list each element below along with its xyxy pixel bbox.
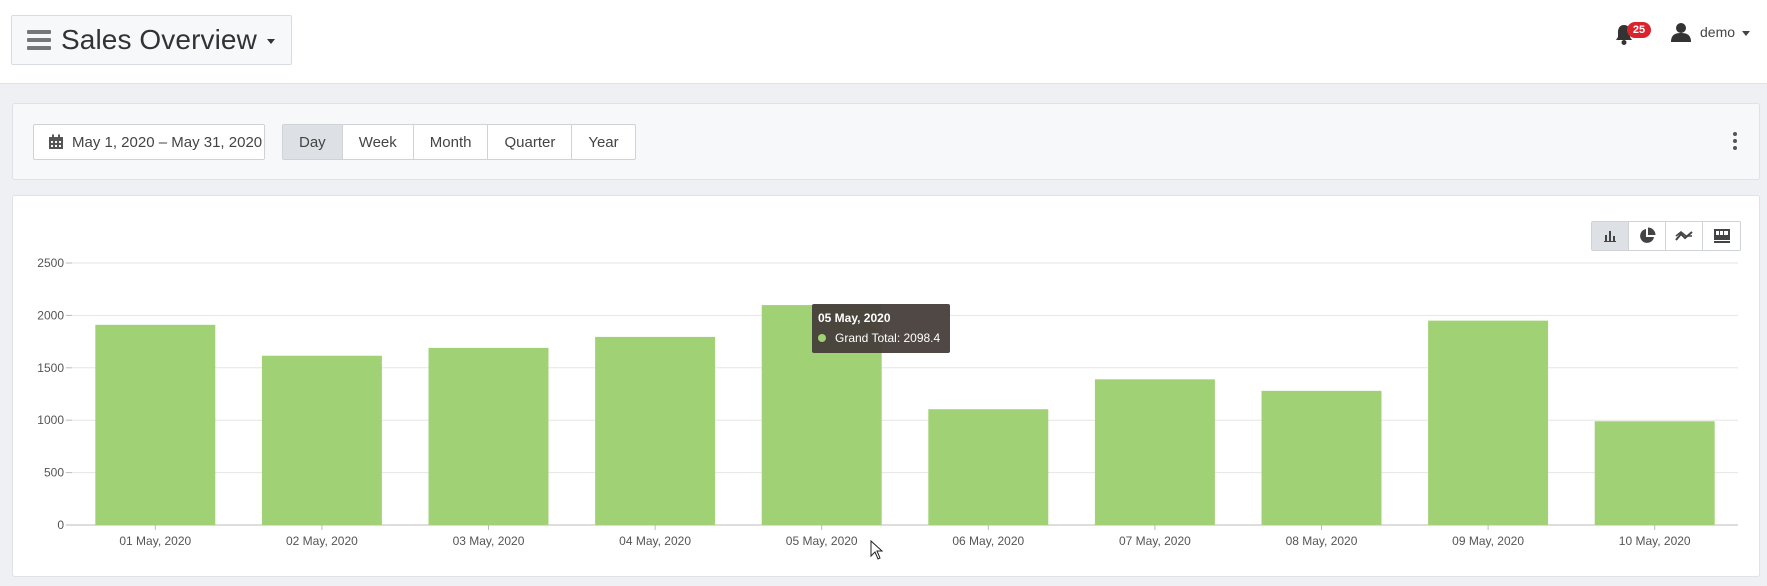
bar bbox=[95, 324, 216, 525]
mouse-cursor-icon bbox=[870, 540, 884, 560]
chart-tooltip: 05 May, 2020 Grand Total: 2098.4 bbox=[812, 304, 950, 353]
series-color-dot bbox=[818, 334, 826, 342]
page-title: Sales Overview bbox=[61, 24, 257, 55]
y-tick-label: 2500 bbox=[37, 256, 64, 270]
user-name: demo bbox=[1700, 24, 1736, 40]
more-options-icon[interactable] bbox=[1729, 129, 1741, 153]
bar bbox=[261, 355, 382, 525]
date-range-label: May 1, 2020 – May 31, 2020 bbox=[72, 133, 263, 151]
y-tick-label: 1500 bbox=[37, 361, 64, 375]
hamburger-icon bbox=[27, 30, 51, 50]
x-tick-label: 05 May, 2020 bbox=[786, 534, 858, 548]
line-chart-icon[interactable] bbox=[1666, 222, 1703, 250]
x-tick-label: 07 May, 2020 bbox=[1119, 534, 1191, 548]
bar bbox=[928, 409, 1049, 525]
tooltip-title: 05 May, 2020 bbox=[818, 311, 891, 325]
top-bar: Sales Overview 25 demo bbox=[0, 0, 1767, 84]
y-tick-label: 2000 bbox=[37, 308, 64, 322]
bar-chart-icon[interactable] bbox=[1592, 222, 1629, 250]
calendar-icon bbox=[49, 134, 63, 149]
y-tick-label: 500 bbox=[44, 466, 64, 480]
period-day-button[interactable]: Day bbox=[283, 125, 343, 159]
filter-panel: May 1, 2020 – May 31, 2020 Day Week Mont… bbox=[12, 103, 1760, 180]
chart-type-switcher bbox=[1591, 221, 1741, 251]
chevron-down-icon bbox=[1742, 30, 1751, 36]
dashboard-title-dropdown[interactable]: Sales Overview bbox=[11, 15, 292, 65]
bar bbox=[595, 336, 716, 525]
x-tick-label: 10 May, 2020 bbox=[1619, 534, 1691, 548]
x-tick-label: 06 May, 2020 bbox=[952, 534, 1024, 548]
tooltip-value: Grand Total: 2098.4 bbox=[835, 331, 941, 345]
pie-chart-icon[interactable] bbox=[1629, 222, 1666, 250]
x-tick-label: 03 May, 2020 bbox=[453, 534, 525, 548]
chevron-down-icon bbox=[266, 38, 275, 44]
bar bbox=[1261, 390, 1382, 525]
period-selector: Day Week Month Quarter Year bbox=[282, 124, 636, 160]
notification-count-badge: 25 bbox=[1627, 22, 1651, 38]
x-tick-label: 04 May, 2020 bbox=[619, 534, 691, 548]
x-tick-label: 08 May, 2020 bbox=[1286, 534, 1358, 548]
period-quarter-button[interactable]: Quarter bbox=[488, 125, 573, 159]
bar bbox=[1094, 379, 1215, 525]
x-tick-label: 01 May, 2020 bbox=[119, 534, 191, 548]
bar bbox=[1594, 421, 1715, 525]
user-menu[interactable]: demo bbox=[1671, 22, 1751, 42]
date-range-picker[interactable]: May 1, 2020 – May 31, 2020 bbox=[33, 124, 265, 160]
user-icon bbox=[1671, 23, 1691, 42]
y-tick-label: 0 bbox=[57, 518, 64, 532]
period-year-button[interactable]: Year bbox=[588, 133, 619, 151]
pivot-table-icon[interactable] bbox=[1703, 222, 1740, 250]
y-tick-label: 1000 bbox=[37, 413, 64, 427]
period-month-button[interactable]: Month bbox=[414, 125, 489, 159]
bar bbox=[1428, 320, 1549, 525]
period-week-button[interactable]: Week bbox=[343, 125, 414, 159]
x-tick-label: 02 May, 2020 bbox=[286, 534, 358, 548]
x-tick-label: 09 May, 2020 bbox=[1452, 534, 1524, 548]
bar bbox=[428, 347, 549, 525]
